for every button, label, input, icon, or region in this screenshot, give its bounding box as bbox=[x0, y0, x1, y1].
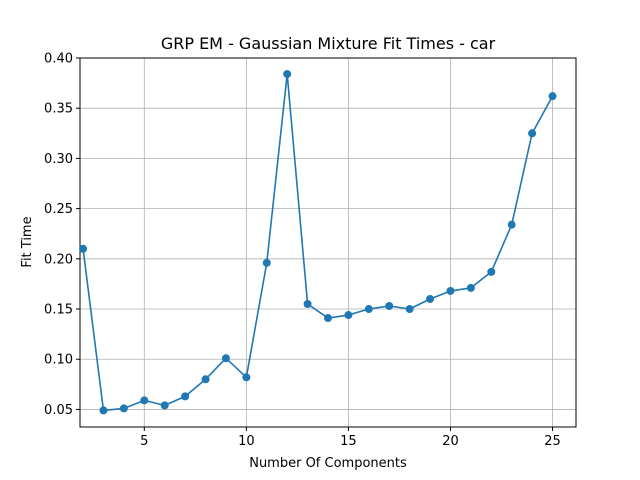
y-tick-label: 0.10 bbox=[44, 353, 73, 368]
data-point bbox=[201, 375, 210, 384]
data-point bbox=[119, 404, 128, 413]
y-tick-label: 0.15 bbox=[44, 303, 73, 318]
data-point bbox=[242, 373, 251, 382]
data-point bbox=[548, 92, 557, 101]
y-axis-title: Fit Time bbox=[20, 216, 35, 267]
data-point bbox=[344, 311, 353, 320]
x-tick-label: 10 bbox=[238, 434, 255, 449]
data-point bbox=[79, 244, 88, 253]
data-point bbox=[221, 354, 230, 363]
data-point bbox=[487, 267, 496, 276]
ticks: 5 10 15 20 25 0.05 0.10 0.15 0.20 0.25 0.30 0.35 0.4… bbox=[44, 52, 561, 450]
y-tick-label: 0.35 bbox=[44, 102, 73, 117]
data-point bbox=[466, 283, 475, 292]
series bbox=[79, 70, 557, 415]
data-point bbox=[303, 300, 312, 308]
y-tick-label: 0.40 bbox=[44, 52, 73, 67]
x-tick-label: 25 bbox=[544, 434, 561, 449]
y-tick-label: 0.20 bbox=[44, 252, 73, 267]
data-point bbox=[385, 302, 394, 311]
x-tick-label: 20 bbox=[442, 434, 459, 449]
y-tick-label: 0.30 bbox=[44, 152, 73, 167]
data-point bbox=[426, 294, 435, 303]
data-point bbox=[405, 305, 414, 314]
plot-frame bbox=[79, 57, 577, 428]
x-axis-title: Number Of Components bbox=[249, 456, 407, 471]
data-point bbox=[262, 258, 271, 267]
x-tick-label: 5 bbox=[140, 434, 148, 449]
data-point bbox=[181, 392, 190, 401]
data-point bbox=[324, 314, 332, 323]
chart-title: GRP EM - Gaussian Mixture Fit Times - ca… bbox=[161, 34, 496, 53]
data-point bbox=[446, 286, 455, 295]
data-point bbox=[507, 220, 516, 229]
data-point bbox=[140, 396, 149, 405]
data-point bbox=[160, 401, 169, 410]
data-point bbox=[528, 129, 537, 138]
y-tick-label: 0.25 bbox=[44, 202, 73, 217]
data-point bbox=[364, 305, 373, 314]
data-point bbox=[99, 406, 108, 415]
x-tick-label: 15 bbox=[340, 434, 357, 449]
y-tick-label: 0.05 bbox=[44, 403, 73, 418]
data-point bbox=[283, 70, 292, 79]
